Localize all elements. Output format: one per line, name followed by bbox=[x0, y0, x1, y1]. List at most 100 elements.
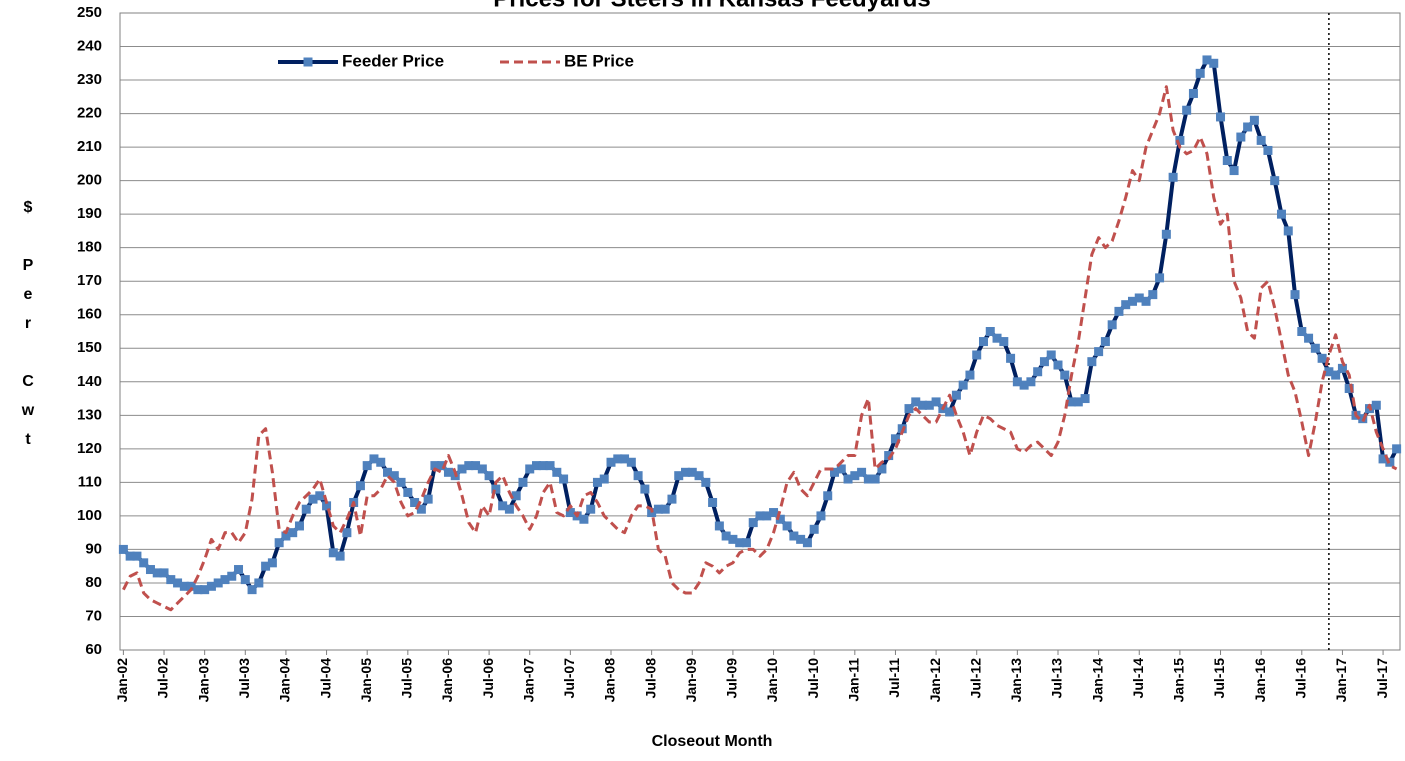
series-marker bbox=[538, 461, 548, 471]
series-marker bbox=[1276, 209, 1286, 219]
series-marker bbox=[613, 454, 623, 464]
series-marker bbox=[389, 471, 399, 481]
series-marker bbox=[809, 524, 819, 534]
series-marker bbox=[911, 397, 921, 407]
series-marker bbox=[200, 585, 210, 595]
series-marker bbox=[667, 494, 677, 504]
series-marker bbox=[423, 494, 433, 504]
series-marker bbox=[139, 558, 149, 568]
series-marker bbox=[1324, 367, 1334, 377]
series-marker bbox=[796, 534, 806, 544]
series-marker bbox=[1006, 353, 1016, 363]
series-marker bbox=[315, 491, 325, 501]
series-marker bbox=[1067, 397, 1077, 407]
series-marker bbox=[1331, 370, 1341, 380]
series-marker bbox=[1249, 115, 1259, 125]
series-marker bbox=[403, 487, 413, 497]
series-marker bbox=[586, 504, 596, 514]
series-marker bbox=[1012, 377, 1022, 387]
x-tick-label: Jul-09 bbox=[724, 658, 740, 699]
series-marker bbox=[579, 514, 589, 524]
series-marker bbox=[1290, 290, 1300, 300]
series-marker bbox=[681, 467, 691, 477]
series-marker bbox=[992, 333, 1002, 343]
x-tick-label: Jan-16 bbox=[1252, 658, 1268, 703]
y-tick-label: 170 bbox=[77, 272, 102, 289]
series-marker bbox=[775, 514, 785, 524]
x-axis-label: Closeout Month bbox=[652, 733, 773, 750]
y-tick-label: 100 bbox=[77, 507, 102, 524]
series-marker bbox=[383, 467, 393, 477]
series-marker bbox=[978, 337, 988, 347]
series-marker bbox=[836, 464, 846, 474]
series-marker bbox=[179, 581, 189, 591]
x-tick-label: Jul-16 bbox=[1293, 658, 1309, 699]
series-marker bbox=[1114, 306, 1124, 316]
x-tick-label: Jul-13 bbox=[1049, 658, 1065, 699]
series-marker bbox=[443, 467, 453, 477]
series-marker bbox=[193, 585, 203, 595]
series-marker bbox=[430, 461, 440, 471]
series-marker bbox=[1060, 370, 1070, 380]
series-marker bbox=[769, 508, 779, 518]
series-marker bbox=[687, 467, 697, 477]
series-marker bbox=[491, 484, 501, 494]
series-marker bbox=[748, 518, 758, 528]
x-tick-label: Jan-06 bbox=[439, 658, 455, 703]
series-marker bbox=[918, 400, 928, 410]
series-marker bbox=[335, 551, 345, 561]
x-tick-label: Jul-14 bbox=[1130, 658, 1146, 699]
series-marker bbox=[829, 467, 839, 477]
y-tick-label: 80 bbox=[85, 574, 102, 591]
series-marker bbox=[1270, 176, 1280, 186]
series-marker bbox=[159, 568, 169, 578]
series-marker bbox=[132, 551, 142, 561]
x-tick-label: Jan-10 bbox=[764, 658, 780, 703]
series-marker bbox=[1222, 156, 1232, 166]
series-marker bbox=[762, 511, 772, 521]
series-marker bbox=[904, 404, 914, 414]
series-marker bbox=[525, 464, 535, 474]
series-marker bbox=[843, 474, 853, 484]
series-marker bbox=[274, 538, 284, 548]
series-marker bbox=[626, 457, 636, 467]
series-marker bbox=[464, 461, 474, 471]
x-tick-label: Jul-15 bbox=[1211, 658, 1227, 699]
series-marker bbox=[1344, 383, 1354, 393]
series-marker bbox=[227, 571, 237, 581]
series-marker bbox=[301, 504, 311, 514]
series-marker bbox=[213, 578, 223, 588]
series-marker bbox=[1216, 112, 1226, 122]
series-marker bbox=[816, 511, 826, 521]
series-marker bbox=[802, 538, 812, 548]
series-marker bbox=[240, 575, 250, 585]
series-marker bbox=[999, 337, 1009, 347]
series-marker bbox=[592, 477, 602, 487]
y-tick-label: 240 bbox=[77, 37, 102, 54]
series-marker bbox=[782, 521, 792, 531]
series-marker bbox=[924, 400, 934, 410]
y-tick-label: 150 bbox=[77, 339, 102, 356]
y-tick-label: 210 bbox=[77, 138, 102, 155]
x-tick-label: Jan-14 bbox=[1089, 658, 1105, 703]
y-tick-label: 180 bbox=[77, 239, 102, 256]
x-tick-label: Jul-17 bbox=[1374, 658, 1390, 699]
series-marker bbox=[741, 538, 751, 548]
series-marker bbox=[931, 397, 941, 407]
x-tick-label: Jan-12 bbox=[927, 658, 943, 703]
series-marker bbox=[1304, 333, 1314, 343]
series-marker bbox=[437, 461, 447, 471]
x-tick-label: Jul-05 bbox=[399, 658, 415, 699]
series-marker bbox=[755, 511, 765, 521]
x-tick-label: Jul-08 bbox=[642, 658, 658, 699]
series-marker bbox=[247, 585, 257, 595]
series-marker bbox=[518, 477, 528, 487]
series-marker bbox=[1236, 132, 1246, 142]
legend-marker bbox=[303, 57, 313, 67]
y-tick-label: 220 bbox=[77, 105, 102, 122]
series-marker bbox=[735, 538, 745, 548]
series-marker bbox=[606, 457, 616, 467]
series-marker bbox=[281, 531, 291, 541]
